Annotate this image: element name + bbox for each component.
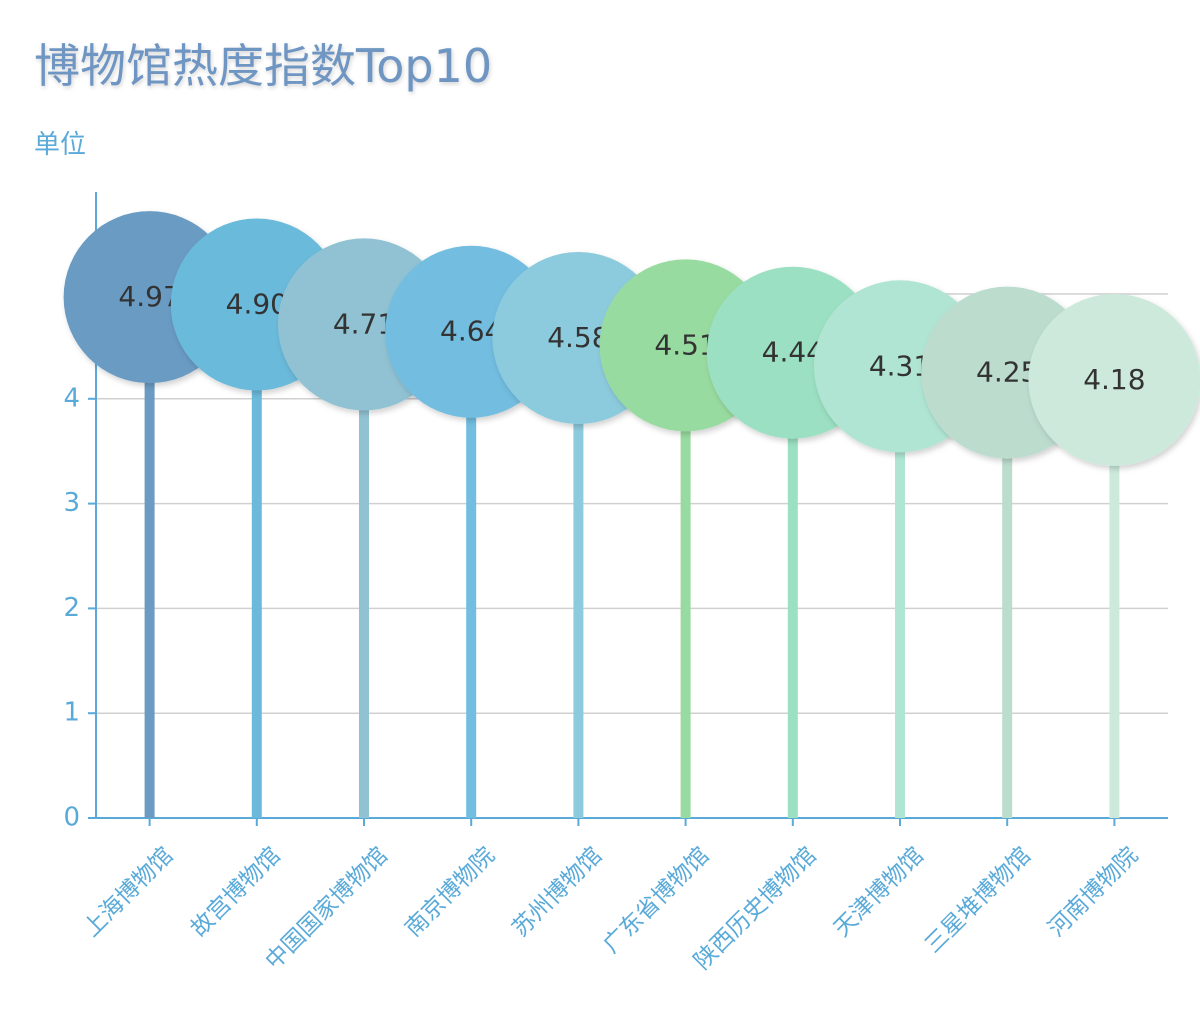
lollipop-stick xyxy=(359,324,369,818)
chart-title: 博物馆热度指数Top10 xyxy=(34,39,493,93)
data-label: 4.44 xyxy=(762,336,824,369)
y-tick-label: 4 xyxy=(63,383,80,413)
x-tick-label: 广东省博物馆 xyxy=(598,842,714,958)
data-label: 4.58 xyxy=(547,321,609,354)
data-label: 4.18 xyxy=(1083,363,1145,396)
lollipop-stick xyxy=(251,304,262,819)
x-tick-label: 南京博物院 xyxy=(400,842,500,942)
lollipop-stick xyxy=(895,366,905,818)
y-tick-label: 0 xyxy=(63,803,80,833)
x-tick-label: 河南博物院 xyxy=(1044,842,1144,942)
data-label: 4.25 xyxy=(976,356,1038,389)
y-tick-label: 1 xyxy=(63,698,80,728)
data-label: 4.31 xyxy=(869,349,931,382)
lollipop-stick xyxy=(573,338,584,818)
lollipop-stick xyxy=(787,352,798,818)
x-tick-label: 故宫博物馆 xyxy=(186,842,286,942)
lollipop-stick xyxy=(1002,372,1013,818)
data-label: 4.71 xyxy=(333,307,395,340)
lollipop-stick xyxy=(144,297,155,818)
data-label: 4.51 xyxy=(654,328,716,361)
x-tick-label: 苏州博物馆 xyxy=(508,842,608,942)
data-label: 4.97 xyxy=(118,280,180,313)
y-tick-label: 2 xyxy=(63,593,80,623)
unit-label: 单位 xyxy=(34,130,87,160)
lollipop-bubble xyxy=(1028,293,1200,466)
data-label: 4.90 xyxy=(226,287,288,320)
x-tick-label: 上海博物馆 xyxy=(79,842,179,942)
y-tick-label: 3 xyxy=(63,488,80,518)
lollipop-stick xyxy=(680,345,691,818)
x-tick-label: 天津博物馆 xyxy=(829,842,929,942)
data-label: 4.64 xyxy=(440,315,502,348)
lollipop-stick xyxy=(1109,379,1120,818)
x-tick-label: 三星堆博物馆 xyxy=(920,842,1036,958)
lollipop-stick xyxy=(466,331,477,818)
